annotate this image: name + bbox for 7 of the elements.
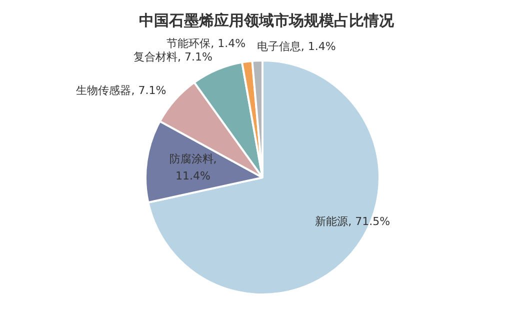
slice-label: 生物传感器, 7.1% xyxy=(76,84,166,98)
slice-label: 节能环保, 1.4% xyxy=(166,37,246,50)
chart-title: 中国石墨烯应用领域市场规模占比情况 xyxy=(139,12,395,30)
slice-label: 复合材料, 7.1% xyxy=(134,50,212,64)
slice-label: 电子信息, 1.4% xyxy=(256,40,336,54)
slice-label: 新能源, 71.5% xyxy=(315,215,390,228)
slice-label: 防腐涂料, 11.4% xyxy=(169,152,217,182)
